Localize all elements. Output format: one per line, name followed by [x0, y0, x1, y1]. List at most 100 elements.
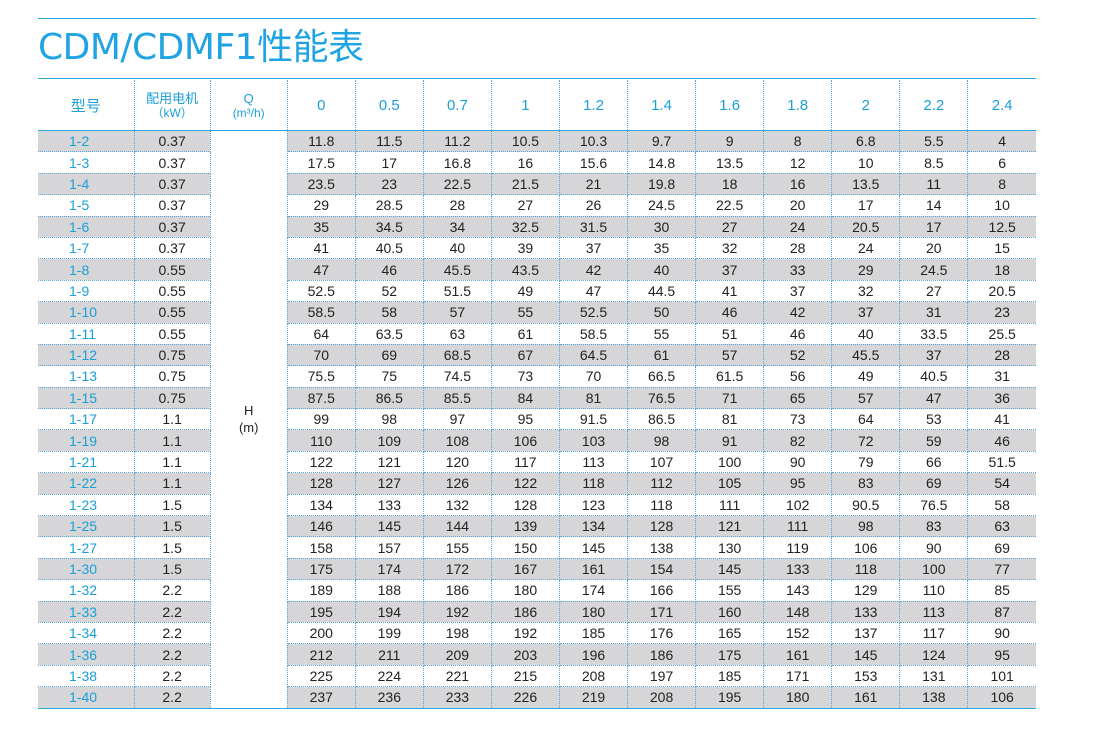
head-value-cell: 102 — [763, 494, 833, 517]
head-value-cell: 106 — [491, 429, 560, 452]
header-flow: 1.2 — [559, 80, 629, 131]
head-value-cell: 37 — [695, 258, 765, 281]
head-value-cell: 167 — [491, 558, 560, 581]
head-value-cell: 29 — [287, 194, 356, 217]
head-value-cell: 20.5 — [967, 280, 1036, 303]
head-value-cell: 51 — [695, 323, 765, 345]
head-value-cell: 16 — [491, 151, 560, 174]
head-label: H — [243, 403, 254, 419]
head-value-cell: 137 — [831, 622, 901, 645]
page-title: CDM/CDMF1性能表 — [38, 27, 364, 68]
head-value-cell: 165 — [695, 622, 765, 645]
head-value-cell: 47 — [287, 258, 356, 281]
head-value-cell: 186 — [491, 601, 560, 623]
header-flow: 2.2 — [899, 80, 969, 131]
model-cell: 1-25 — [38, 515, 135, 538]
head-value-cell: 105 — [695, 472, 765, 495]
head-value-cell: 55 — [627, 323, 697, 345]
head-value-cell: 45.5 — [423, 258, 492, 281]
head-value-cell: 192 — [491, 622, 560, 645]
model-cell: 1-22 — [38, 472, 135, 495]
head-value-cell: 124 — [899, 643, 969, 666]
head-value-cell: 10.3 — [559, 130, 629, 153]
motor-power-cell: 2.2 — [134, 686, 211, 709]
head-value-cell: 127 — [355, 472, 424, 495]
head-value-cell: 123 — [559, 494, 629, 517]
head-value-cell: 108 — [423, 429, 492, 452]
head-value-cell: 45.5 — [831, 344, 901, 367]
head-value-cell: 138 — [899, 686, 969, 709]
head-value-cell: 215 — [491, 665, 560, 688]
head-value-cell: 33.5 — [899, 323, 969, 345]
table-row: 1-13 0.75 75.5 75 74.5 73 70 66.5 61.5 56 49 40.5 31 — [38, 365, 1036, 388]
head-value-cell: 15.6 — [559, 151, 629, 174]
head-value-cell: 40.5 — [899, 365, 969, 388]
model-cell: 1-6 — [38, 216, 135, 238]
head-value-cell: 185 — [559, 622, 629, 645]
head-value-cell: 18 — [695, 173, 765, 196]
head-value-cell: 109 — [355, 429, 424, 452]
table-row: 1-19 1.1 110 109 108 106 103 98 91 82 72 59 46 — [38, 429, 1036, 452]
head-value-cell: 157 — [355, 536, 424, 559]
head-value-cell: 128 — [627, 515, 697, 538]
head-value-cell: 63 — [967, 515, 1036, 538]
head-value-cell: 10.5 — [491, 130, 560, 153]
head-value-cell: 111 — [763, 515, 833, 538]
head-value-cell: 41 — [287, 237, 356, 260]
head-value-cell: 11 — [899, 173, 969, 196]
head-value-cell: 172 — [423, 558, 492, 581]
head-value-cell: 69 — [967, 536, 1036, 559]
head-value-cell: 160 — [695, 601, 765, 623]
head-value-cell: 12 — [763, 151, 833, 174]
head-value-cell: 166 — [627, 579, 697, 602]
model-cell: 1-8 — [38, 258, 135, 281]
table-row: 1-7 0.37 41 40.5 40 39 37 35 32 28 24 20 15 — [38, 237, 1036, 260]
head-value-cell: 196 — [559, 643, 629, 666]
motor-power-cell: 2.2 — [134, 665, 211, 688]
table-row: 1-21 1.1 122 121 120 117 113 107 100 90 79 66 51.5 — [38, 451, 1036, 474]
table-row: 1-5 0.37 29 28.5 28 27 26 24.5 22.5 20 17 14 10 — [38, 194, 1036, 217]
head-label-cell: H (m) — [210, 130, 288, 709]
head-value-cell: 24.5 — [899, 258, 969, 281]
head-value-cell: 134 — [287, 494, 356, 517]
motor-power-cell: 1.1 — [134, 451, 211, 474]
head-value-cell: 13.5 — [831, 173, 901, 196]
head-value-cell: 138 — [627, 536, 697, 559]
motor-power-cell: 0.37 — [134, 216, 211, 238]
model-cell: 1-27 — [38, 536, 135, 559]
head-value-cell: 188 — [355, 579, 424, 602]
head-value-cell: 83 — [899, 515, 969, 538]
table-row: 1-22 1.1 128 127 126 122 118 112 105 95 83 69 54 — [38, 472, 1036, 495]
head-value-cell: 197 — [627, 665, 697, 688]
table-row: 1-33 2.2 195 194 192 186 180 171 160 148 133 113 87 — [38, 601, 1036, 623]
head-value-cell: 57 — [831, 387, 901, 410]
head-value-cell: 72 — [831, 429, 901, 452]
head-value-cell: 32 — [831, 280, 901, 303]
head-value-cell: 58.5 — [559, 323, 629, 345]
head-value-cell: 208 — [559, 665, 629, 688]
table-row: 1-3 0.37 17.5 17 16.8 16 15.6 14.8 13.5 12 10 8.5 6 — [38, 151, 1036, 174]
head-value-cell: 17 — [355, 151, 424, 174]
head-value-cell: 171 — [627, 601, 697, 623]
head-value-cell: 145 — [355, 515, 424, 538]
head-value-cell: 180 — [763, 686, 833, 709]
model-cell: 1-17 — [38, 408, 135, 431]
head-value-cell: 97 — [423, 408, 492, 431]
head-value-cell: 6.8 — [831, 130, 901, 153]
model-cell: 1-2 — [38, 130, 135, 153]
table-row: 1-36 2.2 212 211 209 203 196 186 175 161 145 124 95 — [38, 643, 1036, 666]
head-value-cell: 28.5 — [355, 194, 424, 217]
head-value-cell: 91 — [695, 429, 765, 452]
head-value-cell: 208 — [627, 686, 697, 709]
head-value-cell: 91.5 — [559, 408, 629, 431]
head-value-cell: 131 — [899, 665, 969, 688]
head-value-cell: 31.5 — [559, 216, 629, 238]
head-value-cell: 14.8 — [627, 151, 697, 174]
head-value-cell: 51.5 — [967, 451, 1036, 474]
head-value-cell: 186 — [627, 643, 697, 666]
head-value-cell: 128 — [287, 472, 356, 495]
head-value-cell: 39 — [491, 237, 560, 260]
head-value-cell: 61.5 — [695, 365, 765, 388]
header-row: 型号 配用电机 （kW） Q (m³/h) 0 0.5 0.7 1 1.2 1.4 1.6 1… — [38, 80, 1036, 131]
head-value-cell: 121 — [695, 515, 765, 538]
